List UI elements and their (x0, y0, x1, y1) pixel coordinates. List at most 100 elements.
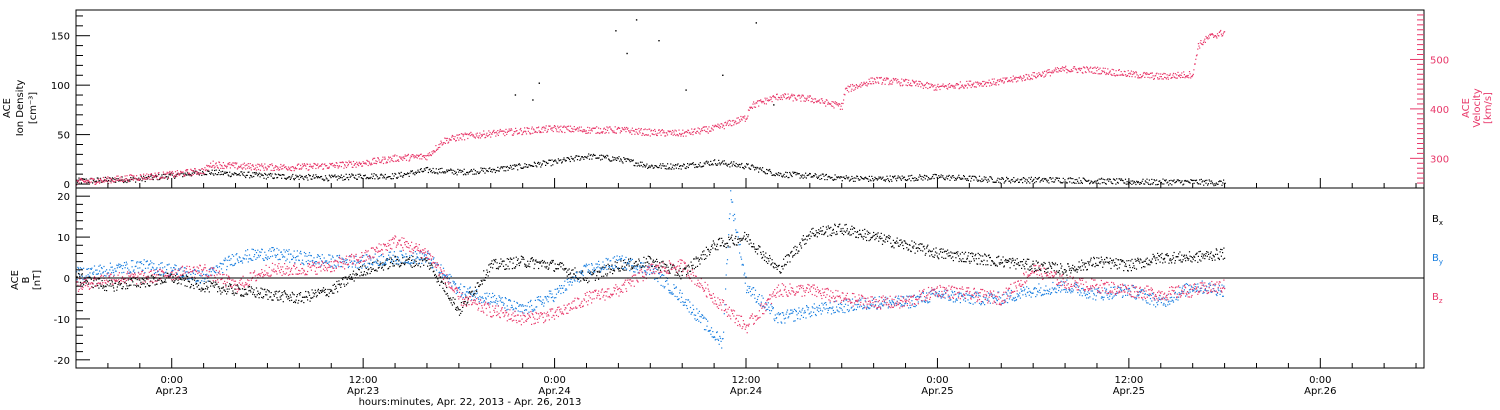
bx-series-point (1068, 269, 1071, 271)
velocity-series-point (960, 86, 962, 88)
bx-series-point (1031, 267, 1033, 270)
density-series-point (128, 179, 130, 181)
velocity-series-point (1041, 74, 1043, 76)
density-series-point (860, 176, 862, 178)
bx-series-point (1137, 257, 1139, 259)
bx-series-point (284, 290, 286, 292)
density-series-point (1121, 179, 1123, 181)
density-series-point (1184, 179, 1186, 182)
bx-series-point (574, 267, 576, 269)
density-series-point (1138, 182, 1140, 184)
velocity-series-point (551, 129, 553, 131)
density-series-point (1030, 176, 1032, 178)
velocity-series-point (204, 170, 207, 172)
velocity-series-point (107, 182, 110, 185)
bx-series-point (743, 235, 745, 237)
bx-series-point (1010, 262, 1012, 264)
velocity-series-point (508, 130, 510, 132)
velocity-series-point (464, 139, 466, 141)
bx-series-point (907, 249, 909, 251)
density-series-point (363, 175, 365, 177)
velocity-series-point (1187, 74, 1189, 77)
velocity-series-point (344, 164, 346, 166)
density-series-point (970, 180, 972, 182)
bx-series-point (1103, 263, 1105, 265)
bx-series-point (828, 227, 830, 229)
bx-series-point (1107, 261, 1109, 263)
density-series-point (695, 163, 697, 166)
velocity-series-point (790, 95, 792, 97)
velocity-series-point (164, 176, 166, 178)
velocity-series-point (986, 82, 988, 84)
density-spike-point (532, 99, 534, 101)
bx-series-point (802, 239, 804, 242)
bx-series-point (722, 240, 724, 242)
bx-series-point (713, 242, 715, 244)
velocity-series-point (263, 167, 265, 169)
density-series-point (686, 166, 688, 168)
bx-series-point (1024, 268, 1026, 270)
velocity-series-point (231, 163, 233, 165)
velocity-series-point (93, 181, 96, 183)
velocity-series-point (1000, 78, 1002, 80)
bx-series-point (456, 309, 458, 311)
velocity-series-point (333, 165, 335, 167)
density-series-point (123, 181, 125, 184)
bx-series-point (730, 236, 732, 238)
bx-series-point (832, 229, 834, 231)
velocity-series-point (263, 169, 265, 171)
bx-series-point (687, 272, 689, 274)
bx-series-point (973, 260, 975, 262)
velocity-series-point (338, 165, 341, 167)
bx-series-point (312, 297, 314, 299)
bx-series-point (772, 262, 774, 264)
velocity-series-point (307, 169, 309, 171)
velocity-series-point (364, 163, 366, 165)
velocity-series-point (1087, 68, 1089, 70)
density-series-point (689, 163, 691, 165)
bx-series-point (613, 270, 616, 272)
bx-series-point (389, 266, 391, 268)
velocity-series-point (244, 165, 246, 167)
density-series-point (1049, 177, 1052, 179)
velocity-series-point (257, 163, 259, 165)
velocity-series-point (238, 166, 240, 168)
bx-series-point (823, 233, 826, 235)
velocity-series-point (1040, 75, 1042, 77)
bx-series-point (759, 246, 761, 248)
bx-series-point (224, 290, 226, 292)
density-series-point (519, 164, 521, 166)
density-series-point (1061, 182, 1064, 184)
velocity-series-point (987, 82, 990, 84)
bx-series-point (809, 231, 811, 233)
bx-series-point (112, 285, 114, 287)
top-plot-area (76, 19, 1226, 187)
velocity-series-point (1066, 72, 1068, 74)
density-series-point (958, 174, 960, 176)
density-series-point (1113, 178, 1115, 181)
velocity-series-point (787, 93, 789, 95)
velocity-series-point (718, 124, 720, 126)
bx-series-point (711, 244, 713, 246)
bx-series-point (539, 262, 542, 264)
bx-series-point (96, 283, 98, 285)
bx-series-point (804, 243, 806, 245)
bx-series-point (753, 243, 755, 245)
density-series-point (1130, 180, 1132, 182)
velocity-series-point (660, 134, 662, 136)
velocity-series-point (225, 165, 227, 167)
velocity-series-point (111, 179, 113, 182)
bx-series-point (568, 268, 570, 270)
density-series-point (444, 172, 446, 174)
bx-series-point (620, 267, 623, 269)
density-series-point (209, 172, 211, 174)
velocity-series-point (358, 165, 360, 167)
bx-series-point (843, 234, 845, 236)
velocity-series-point (1137, 77, 1139, 79)
density-series-point (1196, 182, 1198, 184)
bx-series-point (762, 256, 764, 258)
density-series-point (696, 166, 698, 168)
density-series-point (1203, 180, 1206, 183)
velocity-series-point (431, 151, 433, 153)
bx-series-point (857, 237, 859, 239)
